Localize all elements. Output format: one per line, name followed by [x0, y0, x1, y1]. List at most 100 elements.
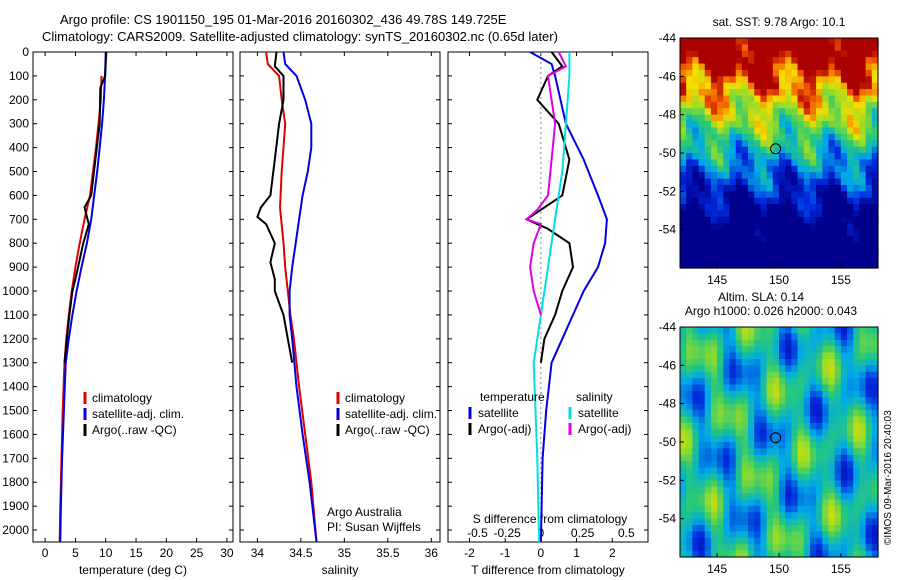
map-cell	[822, 339, 830, 347]
map-cell	[809, 242, 817, 250]
map-cell	[847, 531, 854, 539]
map-cell	[754, 473, 762, 481]
map-cell	[853, 525, 861, 533]
map-cell	[704, 178, 712, 186]
map-cell	[859, 153, 867, 160]
map-cell	[723, 76, 731, 84]
map-cell	[865, 384, 873, 392]
sst-map-xtick-label: 150	[769, 273, 789, 287]
map-cell	[797, 537, 805, 545]
map-cell	[710, 327, 718, 334]
map-cell	[791, 525, 799, 533]
map-cell	[772, 403, 780, 411]
map-cell	[847, 410, 854, 418]
map-cell	[779, 127, 786, 135]
map-cell	[840, 499, 848, 507]
map-cell	[748, 480, 755, 488]
map-cell	[803, 210, 811, 218]
map-cell	[772, 327, 780, 334]
map-cell	[729, 146, 737, 154]
map-cell	[871, 121, 879, 129]
map-cell	[766, 537, 774, 545]
map-cell	[748, 216, 755, 224]
map-cell	[853, 146, 861, 154]
map-cell	[822, 378, 830, 386]
map-cell	[735, 38, 743, 45]
map-cell	[698, 435, 706, 443]
map-cell	[828, 410, 836, 418]
map-cell	[741, 159, 749, 167]
map-cell	[809, 442, 817, 449]
map-cell	[840, 133, 848, 141]
map-cell	[766, 371, 774, 379]
map-cell	[785, 429, 792, 437]
map-cell	[772, 384, 780, 392]
map-cell	[735, 467, 743, 475]
map-cell	[840, 89, 848, 97]
map-cell	[785, 204, 792, 212]
map-cell	[723, 473, 731, 481]
map-cell	[797, 50, 805, 58]
map-cell	[741, 76, 749, 84]
map-cell	[723, 486, 731, 494]
map-cell	[871, 95, 879, 103]
map-cell	[754, 327, 762, 334]
map-cell	[772, 544, 780, 552]
sla-map-ytick-label: -52	[659, 473, 677, 487]
map-cell	[828, 236, 836, 244]
map-cell	[698, 397, 706, 405]
map-cell	[822, 140, 830, 148]
map-cell	[834, 358, 842, 366]
map-cell	[797, 57, 805, 65]
map-cell	[840, 435, 848, 443]
map-cell	[692, 358, 700, 366]
map-cell	[803, 525, 811, 533]
map-cell	[710, 172, 718, 180]
map-cell	[760, 346, 768, 354]
map-cell	[809, 352, 817, 360]
map-cell	[791, 184, 799, 192]
map-cell	[853, 499, 861, 507]
map-cell	[791, 76, 799, 84]
map-cell	[754, 69, 762, 77]
map-cell	[748, 76, 755, 84]
map-cell	[704, 505, 712, 513]
map-cell	[735, 480, 743, 488]
map-cell	[785, 191, 792, 199]
map-cell	[710, 44, 718, 52]
map-cell	[853, 63, 861, 71]
map-cell	[748, 410, 755, 418]
map-cell	[809, 197, 817, 205]
map-cell	[772, 63, 780, 71]
map-cell	[847, 261, 854, 269]
map-cell	[853, 403, 861, 411]
map-cell	[717, 191, 724, 199]
map-cell	[822, 416, 830, 424]
map-cell	[847, 50, 854, 58]
map-cell	[859, 140, 867, 148]
sla-map-ytick-label: -44	[659, 320, 677, 334]
map-cell	[816, 165, 823, 173]
temperature-xlabel: temperature (deg C)	[79, 563, 187, 577]
map-cell	[698, 216, 706, 224]
map-cell	[741, 172, 749, 180]
map-cell	[865, 461, 873, 469]
map-cell	[698, 448, 706, 456]
temperature-xtick-label: 0	[42, 546, 49, 560]
map-cell	[791, 486, 799, 494]
map-cell	[828, 223, 836, 231]
map-cell	[698, 531, 706, 539]
map-cell	[686, 89, 693, 97]
map-cell	[853, 236, 861, 244]
map-cell	[686, 248, 693, 256]
map-cell	[853, 242, 861, 250]
map-cell	[710, 473, 718, 481]
map-cell	[686, 512, 693, 520]
map-cell	[865, 448, 873, 456]
map-cell	[741, 454, 749, 462]
map-cell	[859, 101, 867, 109]
map-cell	[772, 397, 780, 405]
map-cell	[735, 165, 743, 173]
map-cell	[729, 261, 737, 269]
map-cell	[816, 178, 823, 186]
